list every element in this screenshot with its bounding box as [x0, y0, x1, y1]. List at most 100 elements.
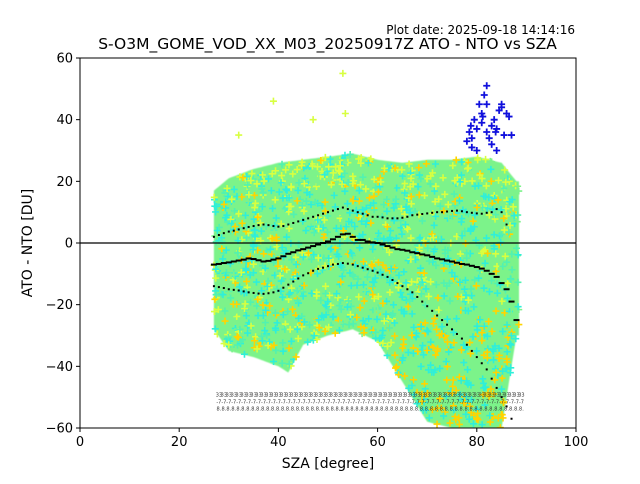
cloud-point [372, 328, 380, 336]
cloud-point [461, 285, 469, 293]
cloud-point [432, 261, 440, 269]
cloud-point [275, 188, 283, 196]
cloud-point [353, 209, 361, 217]
cloud-point [425, 292, 433, 300]
cloud-point [285, 203, 293, 211]
cloud-point [284, 273, 292, 281]
cloud-point [370, 295, 378, 303]
cloud-point [412, 316, 420, 324]
cloud-point [467, 285, 475, 293]
cloud-point [414, 347, 422, 355]
lower-marker [396, 282, 399, 285]
cloud-point [349, 172, 357, 180]
lower-marker [505, 405, 508, 408]
cloud-point [360, 297, 368, 305]
cloud-point [254, 213, 262, 221]
cloud-point [322, 311, 330, 319]
cloud-point [244, 197, 252, 205]
upper-marker [465, 211, 468, 214]
cloud-point [362, 288, 370, 296]
cloud-point [415, 171, 423, 179]
cloud-point [330, 191, 338, 199]
count-annotation: -7 [355, 399, 360, 405]
upper-marker [475, 212, 478, 215]
cloud-point [487, 218, 495, 226]
count-annotation: -7 [469, 399, 474, 405]
cloud-point [469, 333, 477, 341]
cloud-point [395, 271, 403, 279]
outlier-point [468, 143, 476, 151]
cloud-point [492, 267, 500, 275]
cloud-point [412, 333, 420, 341]
count-annotation: 33 [434, 392, 440, 398]
count-annotation: 33 [389, 392, 395, 398]
cloud-point [306, 191, 314, 199]
count-annotation: -7 [370, 399, 375, 405]
cloud-point [284, 308, 292, 316]
cloud-point [391, 351, 399, 359]
outlier-point [479, 113, 487, 121]
cloud-point [315, 324, 323, 332]
cloud-point [213, 227, 221, 235]
cloud-point [228, 246, 236, 254]
lower-marker [386, 275, 389, 278]
lower-marker [307, 272, 310, 275]
cloud-point [380, 317, 388, 325]
count-annotation: 33 [325, 392, 331, 398]
count-annotation: -7 [420, 399, 425, 405]
upper-marker [302, 218, 305, 221]
cloud-point [263, 331, 271, 339]
outlier-point [488, 122, 496, 130]
count-annotation: 8. [370, 406, 375, 412]
cloud-point [409, 349, 417, 357]
cloud-point [390, 217, 398, 225]
count-annotation: -7 [276, 399, 281, 405]
cloud-point [392, 234, 400, 242]
cloud-point [308, 317, 316, 325]
cloud-point [258, 332, 266, 340]
cloud-point [491, 376, 499, 384]
count-annotation: 8. [306, 406, 311, 412]
cloud-point [387, 339, 395, 347]
cloud-point [514, 303, 522, 311]
cloud-point [236, 325, 244, 333]
outlier-point [483, 100, 491, 108]
lower-marker [441, 319, 444, 322]
cloud-point [394, 296, 402, 304]
cloud-point [501, 166, 509, 174]
cloud-point [455, 420, 463, 428]
lower-marker [356, 265, 359, 268]
cloud-point [238, 193, 246, 201]
upper-marker [312, 215, 315, 218]
cloud-point [304, 338, 312, 346]
outlier-point [480, 91, 488, 99]
cloud-point [234, 334, 242, 342]
cloud-point [387, 198, 395, 206]
count-annotation: -7 [509, 399, 514, 405]
cloud-point [323, 228, 331, 236]
upper-marker [495, 208, 498, 211]
cloud-point [503, 258, 511, 266]
cloud-point [313, 335, 321, 343]
cloud-point [450, 406, 458, 414]
upper-marker [282, 225, 285, 228]
cloud-point [315, 316, 323, 324]
cloud-point [401, 372, 409, 380]
upper-marker [232, 229, 235, 232]
cloud-point [438, 323, 446, 331]
cloud-point [481, 246, 489, 254]
count-annotation: -7 [296, 399, 301, 405]
cloud-point [272, 167, 280, 175]
cloud-point [385, 324, 393, 332]
cloud-point [498, 385, 506, 393]
cloud-point [360, 281, 368, 289]
cloud-point [391, 164, 399, 172]
x-tick-label: 40 [270, 435, 287, 450]
cloud-point [408, 310, 416, 318]
cloud-point [292, 260, 300, 268]
cloud-point [230, 271, 238, 279]
cloud-point [496, 423, 504, 428]
upper-marker [217, 233, 220, 236]
cloud-point [222, 204, 230, 212]
cloud-point [392, 364, 400, 372]
